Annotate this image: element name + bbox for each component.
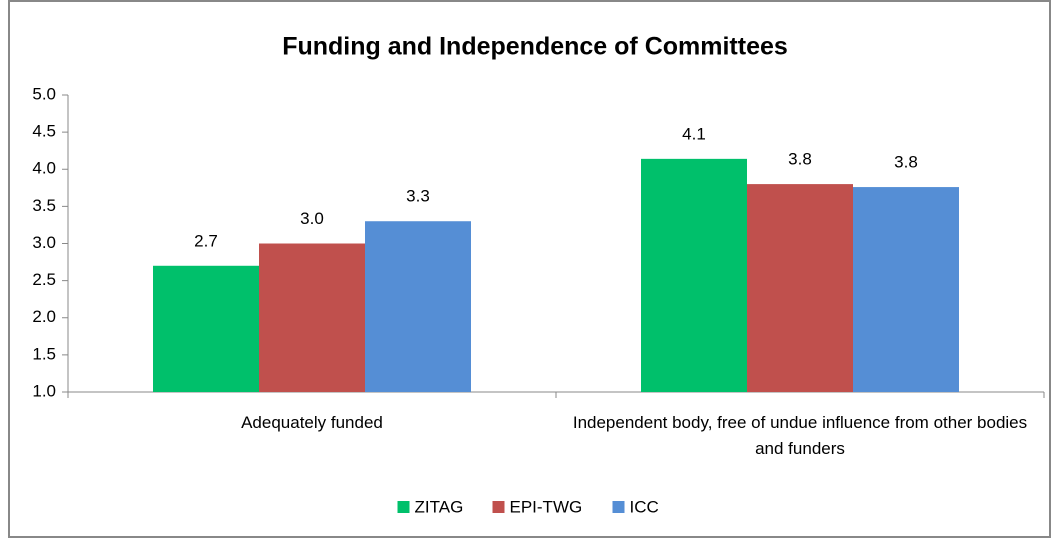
data-label: 3.0 [300,209,324,228]
x-tick-label: Adequately funded [241,413,383,432]
y-tick-label: 3.0 [32,233,56,252]
data-label: 3.8 [894,153,918,172]
y-tick-label: 5.0 [32,84,56,103]
legend-swatch [492,501,505,513]
y-tick-label: 1.5 [32,344,56,363]
y-tick-label: 2.0 [32,307,56,326]
bar [853,187,959,392]
data-label: 2.7 [194,231,218,250]
data-label: 3.3 [406,187,430,206]
bar [153,265,259,392]
bar [365,221,471,392]
data-label: 3.8 [788,150,812,169]
bar [259,243,365,392]
y-tick-label: 4.5 [32,122,56,141]
legend-label: ZITAG [415,497,464,516]
y-tick-label: 4.0 [32,159,56,178]
y-tick-label: 1.0 [32,381,56,400]
chart-title: Funding and Independence of Committees [282,33,788,61]
bar [641,158,747,392]
x-tick-label: Independent body, free of undue influenc… [572,413,1028,458]
data-label: 4.1 [682,124,706,143]
y-tick-label: 2.5 [32,270,56,289]
chart-border [8,0,1051,538]
legend-swatch [612,501,625,513]
legend-label: ICC [630,497,659,516]
bar [747,184,853,392]
legend-label: EPI-TWG [510,497,583,516]
legend-swatch [397,501,410,513]
y-tick-label: 3.5 [32,196,56,215]
